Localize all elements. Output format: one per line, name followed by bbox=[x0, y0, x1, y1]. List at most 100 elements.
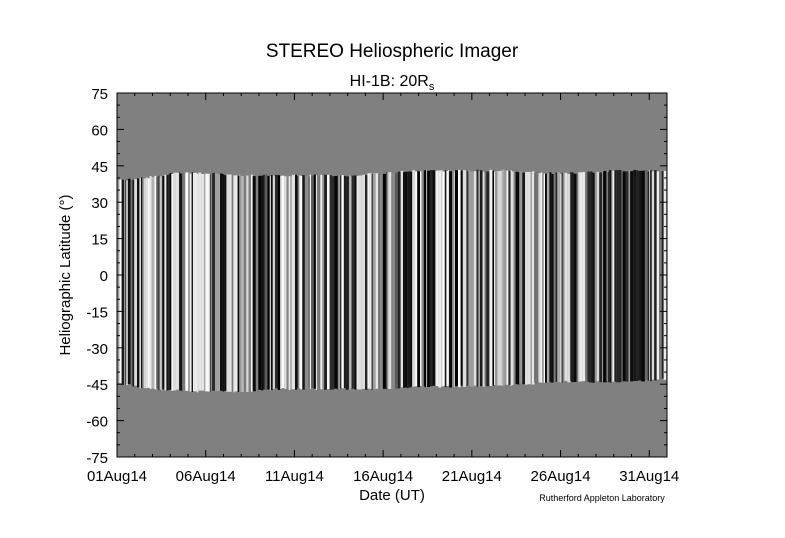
data-stripe bbox=[369, 173, 372, 390]
data-stripe bbox=[395, 172, 398, 389]
data-stripe bbox=[248, 174, 251, 391]
data-stripe bbox=[331, 176, 335, 390]
data-stripe bbox=[348, 175, 351, 391]
data-stripe bbox=[504, 170, 507, 385]
data-stripe bbox=[596, 171, 600, 382]
data-stripe bbox=[449, 171, 453, 388]
data-stripe bbox=[482, 171, 485, 387]
data-stripe bbox=[270, 174, 273, 390]
data-stripe bbox=[379, 173, 383, 390]
data-stripe bbox=[398, 171, 400, 389]
x-tick-label: 06Aug14 bbox=[176, 468, 236, 485]
data-stripe bbox=[306, 176, 309, 389]
data-stripe bbox=[654, 170, 657, 381]
data-stripe bbox=[534, 172, 536, 383]
data-stripe bbox=[168, 173, 170, 391]
data-stripe bbox=[502, 169, 505, 386]
data-stripe bbox=[607, 171, 609, 383]
data-stripe bbox=[189, 173, 192, 392]
data-stripe bbox=[252, 176, 256, 392]
data-stripe bbox=[304, 175, 307, 389]
data-stripe bbox=[498, 170, 502, 386]
data-stripe bbox=[614, 170, 616, 382]
data-stripe bbox=[274, 176, 275, 389]
data-stripe bbox=[125, 179, 127, 385]
data-stripe bbox=[486, 171, 490, 387]
data-stripe bbox=[354, 175, 357, 390]
data-stripe bbox=[324, 174, 327, 390]
y-tick-label: -75 bbox=[86, 450, 108, 467]
data-stripe bbox=[427, 170, 430, 387]
data-stripe bbox=[560, 173, 562, 383]
data-stripe bbox=[145, 177, 148, 389]
data-stripe bbox=[589, 172, 591, 383]
data-stripe bbox=[555, 172, 558, 382]
data-stripe bbox=[286, 175, 289, 389]
data-stripe bbox=[453, 170, 455, 387]
data-stripe bbox=[130, 180, 133, 386]
x-tick-label: 16Aug14 bbox=[353, 468, 413, 485]
data-stripe bbox=[385, 172, 387, 390]
data-stripe bbox=[320, 174, 323, 390]
data-stripe bbox=[476, 169, 479, 387]
data-stripe bbox=[633, 169, 637, 381]
data-stripe bbox=[442, 171, 445, 387]
y-axis-label: Heliographic Latitude (°) bbox=[57, 194, 74, 355]
y-tick-label: -45 bbox=[86, 377, 108, 394]
data-stripe bbox=[515, 171, 518, 385]
data-stripe bbox=[391, 173, 393, 389]
y-tick-label: 75 bbox=[91, 86, 108, 103]
data-stripe bbox=[571, 172, 574, 383]
data-stripe bbox=[151, 177, 155, 389]
y-tick-label: -30 bbox=[86, 341, 108, 358]
data-stripe bbox=[506, 170, 509, 385]
data-stripe bbox=[292, 174, 296, 390]
data-stripe bbox=[587, 171, 590, 382]
data-stripe bbox=[316, 176, 319, 389]
data-stripe bbox=[240, 174, 241, 393]
data-stripe bbox=[326, 174, 330, 390]
data-stripe bbox=[127, 178, 131, 385]
data-stripe bbox=[274, 174, 278, 389]
data-stripe bbox=[463, 170, 467, 387]
data-stripe bbox=[573, 173, 577, 383]
data-stripe bbox=[217, 174, 221, 391]
data-stripe bbox=[134, 179, 138, 386]
data-stripe bbox=[615, 170, 617, 382]
data-stripe bbox=[192, 173, 195, 392]
data-stripe bbox=[173, 172, 177, 391]
data-stripe bbox=[495, 170, 498, 386]
data-stripe bbox=[318, 175, 321, 390]
data-stripe bbox=[545, 173, 547, 383]
data-stripe bbox=[397, 172, 399, 389]
data-stripe bbox=[605, 170, 607, 383]
data-stripe bbox=[594, 172, 597, 382]
data-stripe bbox=[466, 170, 468, 387]
data-stripe bbox=[166, 174, 169, 391]
data-stripe bbox=[564, 172, 568, 381]
data-stripe bbox=[224, 175, 227, 391]
data-stripe bbox=[160, 176, 163, 391]
data-stripe bbox=[527, 171, 531, 385]
data-stripe bbox=[567, 173, 571, 383]
data-stripe bbox=[315, 175, 317, 391]
data-stripe bbox=[309, 174, 312, 389]
data-stripe bbox=[603, 171, 606, 383]
data-stripe bbox=[378, 174, 380, 389]
data-stripe bbox=[649, 169, 651, 381]
data-stripe bbox=[531, 171, 535, 385]
data-stripe bbox=[126, 180, 128, 386]
data-stripe bbox=[432, 170, 436, 386]
data-stripe bbox=[424, 170, 427, 388]
data-stripe bbox=[143, 178, 146, 389]
data-stripe bbox=[179, 173, 183, 391]
data-stripe bbox=[386, 173, 389, 389]
data-stripe bbox=[156, 176, 159, 389]
data-stripe bbox=[541, 172, 543, 383]
data-stripe bbox=[510, 170, 513, 386]
data-stripe bbox=[538, 173, 542, 383]
data-stripe bbox=[585, 171, 588, 383]
data-stripe bbox=[237, 175, 240, 392]
data-stripe bbox=[232, 175, 234, 393]
